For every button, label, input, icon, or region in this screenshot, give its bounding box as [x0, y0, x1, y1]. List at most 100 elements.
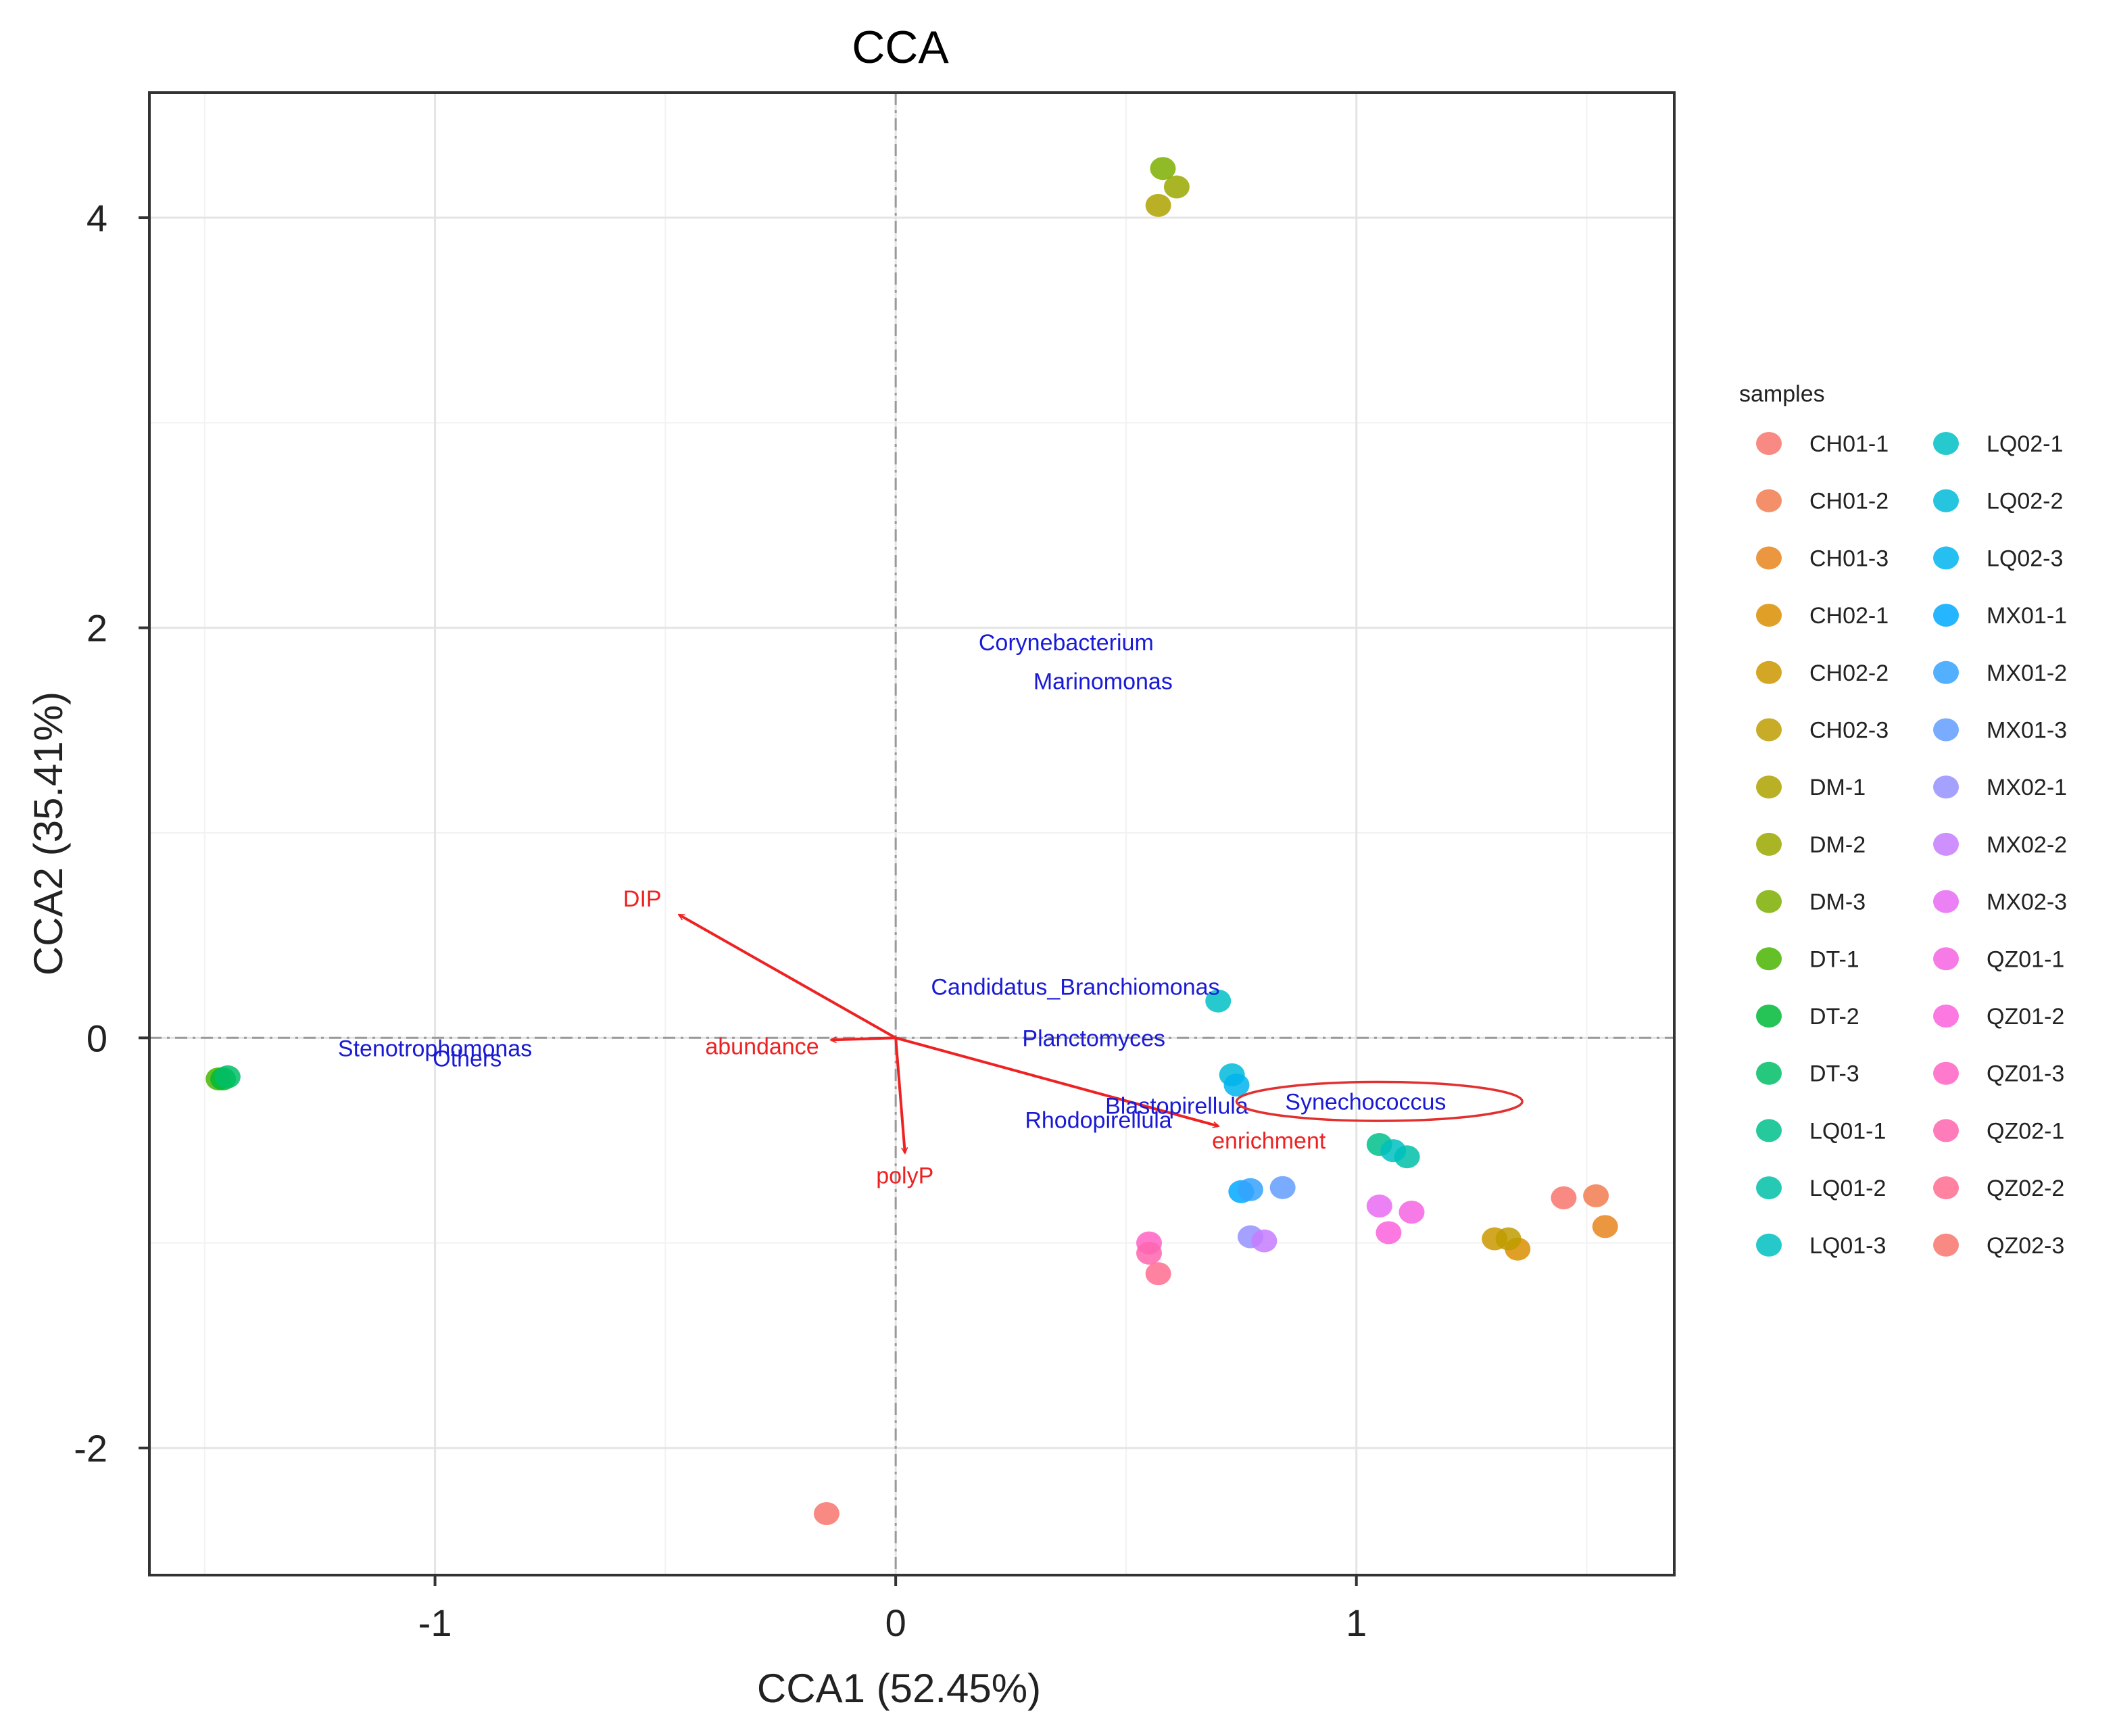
- legend-label: DM-3: [1809, 890, 1866, 915]
- sample-point-qz01-2: [1376, 1221, 1402, 1245]
- species-label-others: Others: [433, 1046, 502, 1072]
- legend-label: DT-1: [1809, 946, 1859, 972]
- legend-label: QZ02-3: [1987, 1233, 2064, 1259]
- species-label-planctomyces: Planctomyces: [1022, 1026, 1165, 1051]
- legend-key: [1756, 947, 1782, 971]
- x-tick-label: 0: [885, 1601, 906, 1644]
- axis-ticks: -1 0 1 -2 0 2 4: [74, 197, 1367, 1644]
- species-label-blastopirellula: Blastopirellula: [1105, 1093, 1248, 1119]
- legend-label: MX01-1: [1987, 603, 2067, 629]
- legend-key: [1756, 432, 1782, 455]
- highlight-ellipse: [1235, 1080, 1524, 1122]
- legend-label: LQ02-3: [1987, 546, 2063, 571]
- sample-point-ch01-1: [1551, 1186, 1577, 1209]
- sample-point-ch02-3: [1495, 1227, 1522, 1251]
- legend-label: QZ01-3: [1987, 1061, 2064, 1087]
- sample-point-dm-3: [1150, 157, 1176, 180]
- y-tick-label: -2: [74, 1427, 107, 1470]
- legend-key: [1756, 890, 1782, 913]
- legend-label: DM-2: [1809, 832, 1866, 858]
- chart-title: CCA: [852, 22, 949, 73]
- legend-key: [1933, 604, 1959, 627]
- sample-point-qz01-1: [1398, 1201, 1425, 1224]
- legend-key: [1756, 775, 1782, 799]
- species-label-synechococcus: Synechococcus: [1285, 1089, 1446, 1115]
- legend-key: [1756, 1233, 1782, 1257]
- species-label-corynebacterium: Corynebacterium: [979, 630, 1154, 656]
- vector-label-abundance: abundance: [705, 1034, 819, 1059]
- legend-label: MX01-3: [1987, 718, 2067, 744]
- species-label-marinomonas: Marinomonas: [1033, 669, 1173, 695]
- sample-point-dt-3: [214, 1065, 241, 1088]
- sample-point-ch01-2: [1583, 1184, 1609, 1207]
- legend-key: [1756, 604, 1782, 627]
- sample-point-lq01-3: [1380, 1139, 1407, 1163]
- species-labels: Corynebacterium Marinomonas Candidatus_Bra…: [338, 630, 1446, 1134]
- sample-point-qz02-2: [1145, 1262, 1171, 1286]
- legend-label: LQ02-2: [1987, 489, 2063, 514]
- legend-label: CH01-2: [1809, 489, 1889, 514]
- x-tick-label: 1: [1346, 1601, 1367, 1644]
- legend-label: QZ01-1: [1987, 946, 2064, 972]
- y-tick-label: 4: [87, 197, 107, 239]
- legend-key: [1756, 1119, 1782, 1142]
- legend-key: [1933, 947, 1959, 971]
- legend-key: [1933, 890, 1959, 913]
- vector-label-enrichment: enrichment: [1212, 1128, 1326, 1154]
- legend-label: MX02-2: [1987, 832, 2067, 858]
- sample-point-ch01-3: [1592, 1215, 1618, 1238]
- sample-point-qz02-3: [813, 1502, 840, 1526]
- vector-polyp: [894, 1038, 905, 1153]
- legend-label: LQ01-2: [1809, 1176, 1886, 1201]
- species-label-candidatus_branchiomonas: Candidatus_Branchiomonas: [931, 974, 1219, 1000]
- sample-point-mx02-2: [1251, 1229, 1278, 1253]
- legend-label: CH02-2: [1809, 660, 1889, 686]
- y-tick-label: 0: [87, 1017, 107, 1059]
- legend-title: samples: [1739, 381, 1825, 407]
- legend-key: [1756, 718, 1782, 742]
- environmental-vectors: DIP abundance polyP enrichment: [623, 886, 1326, 1188]
- reference-lines: [149, 93, 1674, 1575]
- legend-key: [1756, 489, 1782, 512]
- legend-label: LQ01-3: [1809, 1233, 1886, 1259]
- species-label-stenotrophomonas: Stenotrophomonas: [338, 1036, 532, 1061]
- plot-frame: [148, 91, 1676, 1576]
- legend-label: CH01-3: [1809, 546, 1889, 571]
- sample-point-lq02-1: [1205, 989, 1232, 1013]
- legend-label: LQ02-1: [1987, 431, 2063, 457]
- y-tick-label: 2: [87, 607, 107, 650]
- legend-label: DM-1: [1809, 775, 1866, 800]
- grid-lines: [149, 93, 1674, 1575]
- legend-key: [1756, 1061, 1782, 1085]
- legend-label: LQ01-1: [1809, 1118, 1886, 1144]
- legend-label: QZ02-2: [1987, 1176, 2064, 1201]
- sample-points: [205, 157, 1618, 1526]
- legend-label: DT-3: [1809, 1061, 1859, 1087]
- legend-key: [1933, 1233, 1959, 1257]
- legend-label: QZ01-2: [1987, 1004, 2064, 1030]
- legend-label: CH01-1: [1809, 431, 1889, 457]
- legend-key: [1933, 660, 1959, 684]
- legend-label: CH02-3: [1809, 718, 1889, 744]
- x-axis-title: CCA1 (52.45%): [757, 1666, 1041, 1711]
- legend-items: CH01-1 CH01-2 CH01-3 CH02-1 CH02-2 CH02-3 DM-1…: [1756, 431, 2067, 1259]
- y-axis-title: CCA2 (35.41%): [26, 692, 71, 975]
- sample-point-mx02-3: [1366, 1195, 1392, 1218]
- legend-key: [1933, 432, 1959, 455]
- legend-key: [1756, 832, 1782, 856]
- legend-key: [1933, 1119, 1959, 1142]
- legend-key: [1756, 1176, 1782, 1200]
- legend-label: CH02-1: [1809, 603, 1889, 629]
- vector-label-polyp: polyP: [876, 1163, 933, 1189]
- legend-key: [1756, 1005, 1782, 1028]
- legend-label: MX02-1: [1987, 775, 2067, 800]
- highlight-annotation: [1235, 1080, 1524, 1122]
- legend-label: DT-2: [1809, 1004, 1859, 1030]
- legend: samples CH01-1CH01-2CH01-3CH02-1CH02-2CH…: [1739, 381, 2067, 1259]
- x-tick-label: -1: [418, 1601, 452, 1644]
- legend-label: QZ02-1: [1987, 1118, 2064, 1144]
- vector-abundance: [831, 1038, 896, 1040]
- legend-label: MX02-3: [1987, 890, 2067, 915]
- legend-key: [1933, 775, 1959, 799]
